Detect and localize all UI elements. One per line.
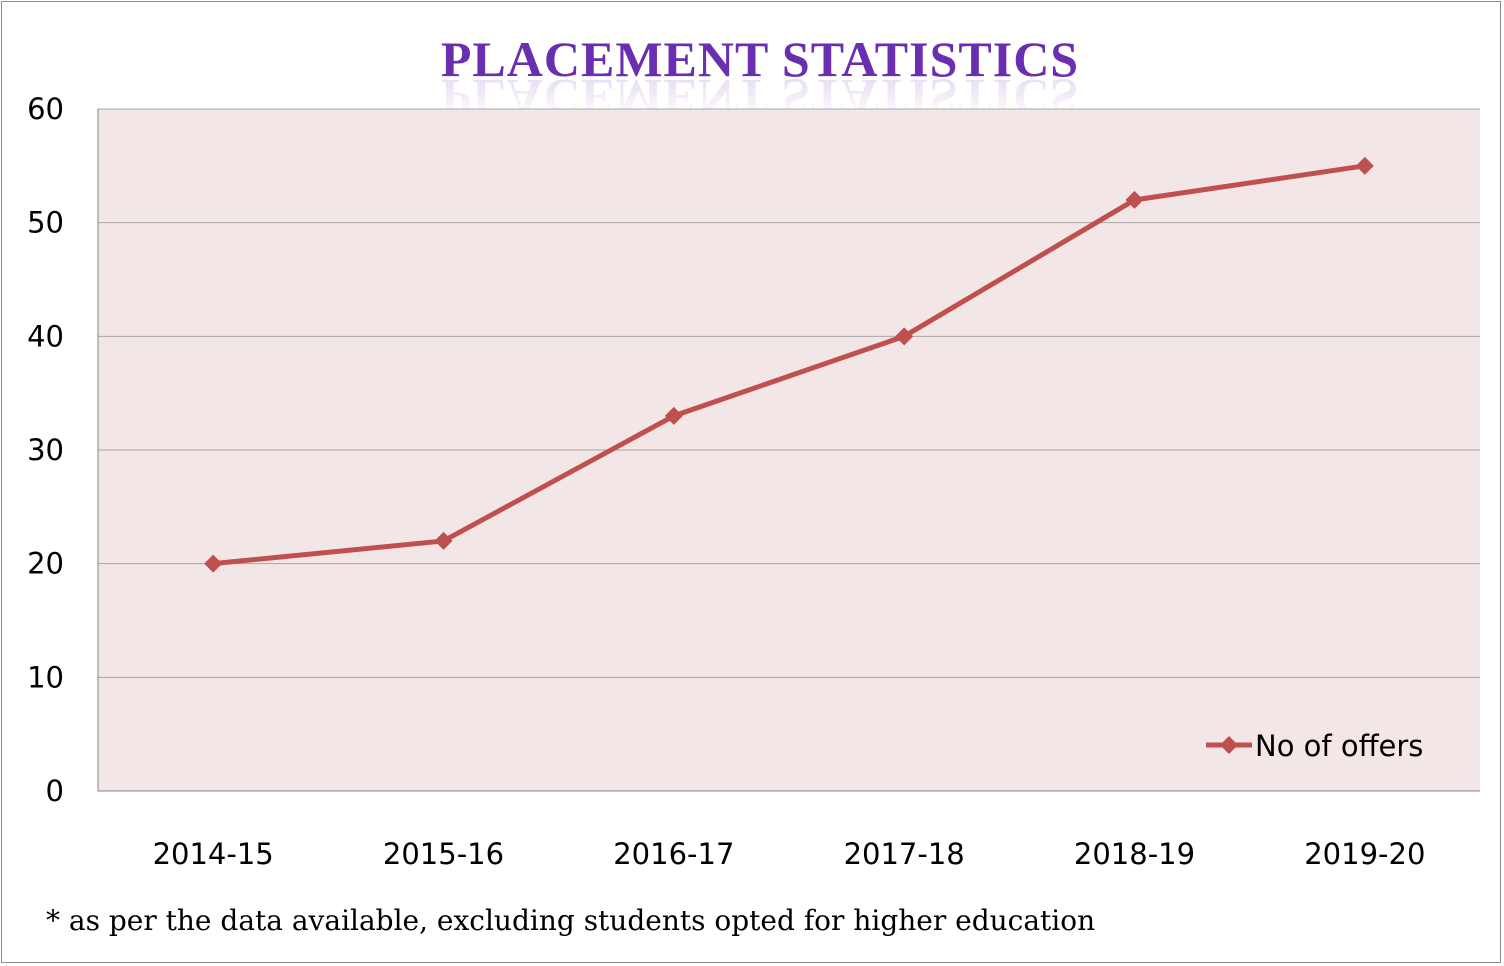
x-tick-label-2017-18: 2017-18 — [844, 837, 965, 871]
y-axis-tick-labels: 0 10 20 30 40 50 60 — [27, 92, 64, 808]
chart-title-group: PLACEMENT STATISTICS PLACEMENT STATISTIC… — [422, 31, 1102, 125]
y-tick-label-10: 10 — [27, 660, 64, 694]
legend-marker-swatch — [1220, 736, 1238, 754]
data-point-2019-20[interactable] — [1355, 156, 1374, 175]
data-point-2018-19[interactable] — [1125, 190, 1144, 209]
legend-label-no-of-offers: No of offers — [1255, 729, 1423, 763]
data-point-2015-16[interactable] — [434, 531, 453, 550]
data-point-2017-18[interactable] — [895, 327, 914, 346]
x-tick-label-2015-16: 2015-16 — [383, 837, 504, 871]
x-tick-label-2016-17: 2016-17 — [613, 837, 734, 871]
x-tick-label-2018-19: 2018-19 — [1074, 837, 1195, 871]
axes — [97, 109, 1480, 792]
y-tick-label-50: 50 — [27, 206, 64, 240]
x-axis-tick-labels: 2014-15 2015-16 2016-17 2017-18 2018-19 2019-… — [153, 837, 1426, 871]
series-layer — [204, 156, 1374, 573]
series-line-no-of-offers — [210, 163, 1368, 567]
y-tick-label-30: 30 — [27, 433, 64, 467]
legend[interactable]: No of offers — [1206, 729, 1423, 763]
y-tick-label-40: 40 — [27, 319, 64, 353]
y-tick-label-60: 60 — [27, 92, 64, 126]
y-tick-label-20: 20 — [27, 547, 64, 581]
x-tick-label-2019-20: 2019-20 — [1304, 837, 1425, 871]
gridlines — [98, 108, 1480, 678]
y-tick-label-0: 0 — [46, 774, 64, 808]
x-tick-label-2014-15: 2014-15 — [153, 837, 274, 871]
chart-title: PLACEMENT STATISTICS — [441, 31, 1079, 87]
data-point-2014-15[interactable] — [204, 554, 223, 573]
footnote: * as per the data available, excluding s… — [46, 904, 1095, 937]
data-point-2016-17[interactable] — [664, 406, 683, 425]
